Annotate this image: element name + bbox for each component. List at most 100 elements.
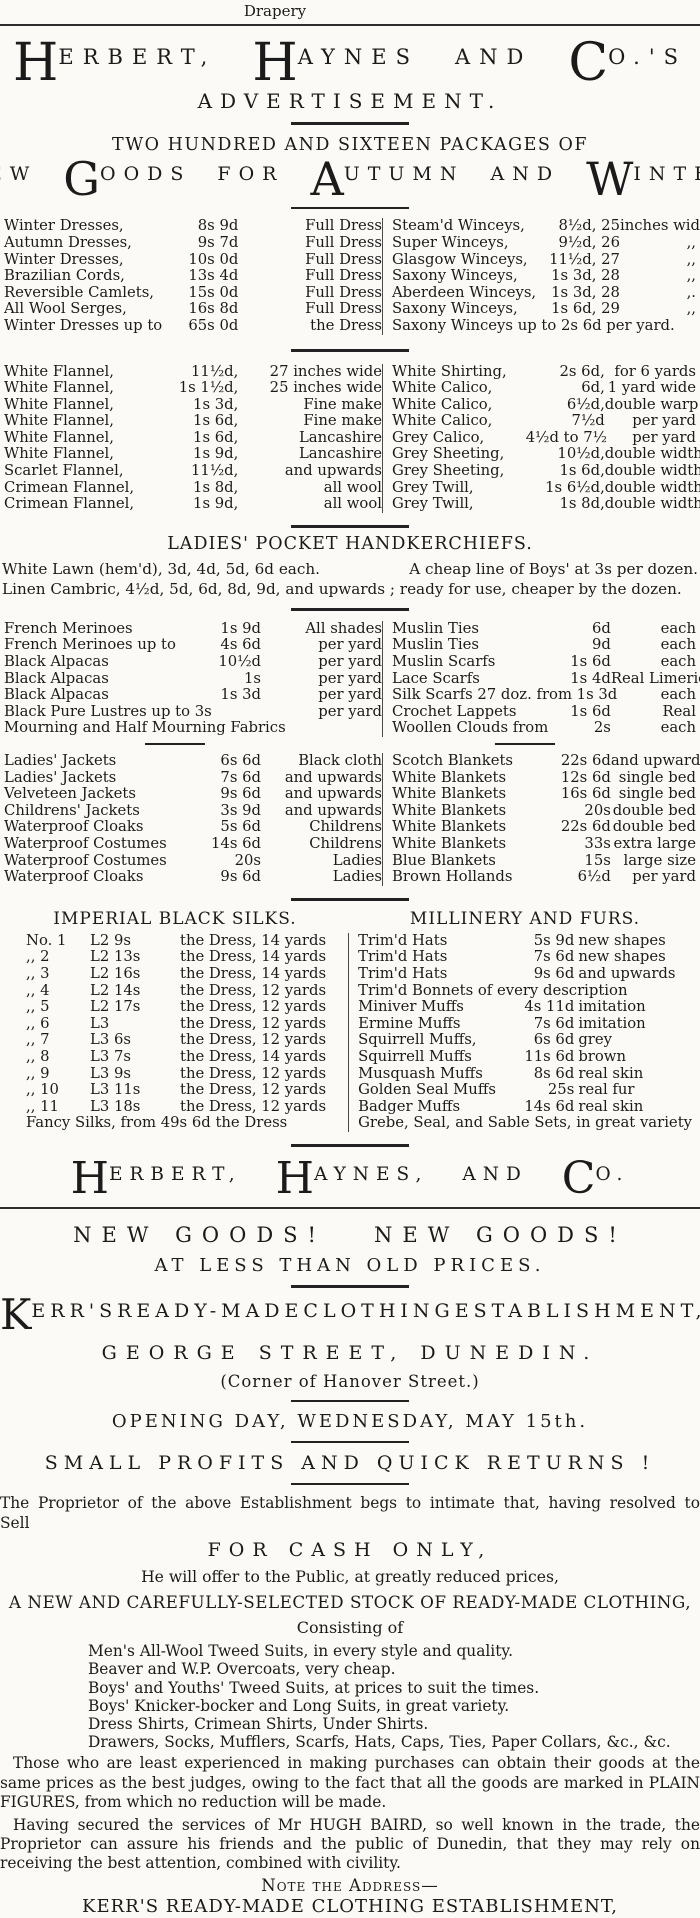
item-name: Grey Twill, bbox=[392, 495, 474, 513]
item-price bbox=[201, 704, 261, 721]
price-row: All Wool Serges, 16s 8d Full Dress bbox=[4, 301, 382, 318]
price-row: Reversible Camlets, 15s 0d Full Dress bbox=[4, 284, 382, 302]
item-note: per yard bbox=[318, 669, 382, 687]
price-row: Grey Twill, 1s 8d, double width bbox=[392, 495, 700, 513]
list-item: Dress Shirts, Crimean Shirts, Under Shir… bbox=[88, 1715, 429, 1734]
item-price: 9s 6d bbox=[220, 868, 262, 886]
item-note bbox=[180, 1115, 348, 1132]
item-note: the Dress, 12 yards bbox=[180, 1081, 327, 1099]
item-note: each bbox=[660, 686, 696, 704]
item-note: and upwards bbox=[578, 964, 676, 982]
item-note: real skin bbox=[578, 1064, 644, 1082]
item-price: 11½d, bbox=[190, 362, 239, 380]
item-note: per yard bbox=[318, 636, 382, 654]
item-name: White Calico, bbox=[392, 379, 493, 397]
item-name: ,, 10 bbox=[26, 1081, 59, 1099]
price-row: White Blankets 33s extra large bbox=[392, 834, 696, 853]
item-price: 10½d bbox=[218, 653, 262, 671]
item-note: extra large bbox=[613, 834, 696, 852]
motto-line: SMALL PROFITS AND QUICK RETURNS ! bbox=[44, 1452, 656, 1475]
item-name: ,, 3 bbox=[26, 964, 50, 982]
clothing-items-list: Men's All-Wool Tweed Suits, in every sty… bbox=[88, 1642, 700, 1751]
price-row: Muslin Scarfs 1s 6d each bbox=[392, 653, 696, 671]
divider bbox=[291, 1400, 409, 1403]
item-name: Musquash Muffs bbox=[358, 1064, 483, 1082]
item-name: Trim'd Hats bbox=[358, 931, 448, 949]
item-name: Scotch Blankets bbox=[392, 752, 514, 769]
item-price: 13s 4d bbox=[188, 267, 239, 285]
title-word: ESTABLISHMENT, bbox=[455, 1298, 700, 1332]
item-note: and upwards bbox=[610, 752, 700, 769]
price-row: Waterproof Cloaks 5s 6d Childrens bbox=[4, 819, 382, 836]
item-name: Autumn Dresses, bbox=[4, 233, 132, 251]
price-row: White Calico, 6½d, double warp bbox=[392, 396, 698, 414]
item-note: double width bbox=[604, 462, 700, 480]
price-row: ,, 8 L3 7s the Dress, 14 yards bbox=[26, 1048, 348, 1066]
item-note: Childrens bbox=[309, 834, 382, 852]
word-rest: READY-MADE bbox=[117, 1299, 304, 1322]
item-note: Lancashire bbox=[298, 445, 382, 463]
item-name: Trim'd Bonnets of every description bbox=[358, 981, 628, 999]
item-price: 9s 6d bbox=[220, 785, 262, 803]
headline-word: AND bbox=[491, 161, 561, 185]
divider bbox=[0, 24, 700, 26]
old-prices-line: AT LESS THAN OLD PRICES. bbox=[154, 1254, 546, 1276]
price-row: Muslin Ties 9d each bbox=[392, 637, 696, 654]
divider bbox=[291, 1441, 409, 1444]
word-rest: FOR bbox=[217, 162, 285, 185]
item-note: imitation bbox=[578, 1014, 646, 1032]
drop-cap: G bbox=[63, 151, 100, 206]
headline-word: WINTER. bbox=[586, 156, 700, 202]
item-note: the Dress, 12 yards bbox=[180, 1014, 327, 1032]
item-name: Steam'd Winceys, bbox=[392, 217, 525, 235]
drop-cap: C bbox=[568, 33, 609, 93]
list-item: Boys' Knicker-bocker and Long Suits, in … bbox=[88, 1696, 510, 1715]
price-row: Musquash Muffs 8s 6d real skin bbox=[358, 1064, 696, 1083]
item-name: Muslin Ties bbox=[392, 619, 479, 637]
item-note: ,, bbox=[686, 250, 696, 268]
price-row: Muslin Ties 6d each bbox=[392, 619, 696, 638]
item-name: ,, 11 bbox=[26, 1097, 59, 1115]
item-note: imitation bbox=[578, 998, 646, 1016]
price-row: Grey Calico, 4½d to 7½ per yard bbox=[392, 428, 696, 447]
masthead-word: H AYNES bbox=[252, 37, 419, 89]
price-row: Trim'd Bonnets of every description bbox=[358, 981, 696, 1000]
item-note: the Dress bbox=[310, 316, 382, 334]
title-word: READY-MADE bbox=[117, 1298, 303, 1332]
item-note: large size bbox=[623, 851, 696, 869]
price-row: Aberdeen Winceys, 1s 3d, 28,. bbox=[392, 283, 696, 302]
item-price: 33s bbox=[584, 834, 611, 852]
price-row: White Flannel, 1s 6d, Lancashire bbox=[4, 429, 382, 447]
silks-heading: IMPERIAL BLACK SILKS. bbox=[53, 908, 297, 929]
item-name: Ermine Muffs bbox=[358, 1014, 461, 1032]
price-row: Brown Hollands 6½d per yard bbox=[392, 869, 696, 886]
price-column-winceys: Steam'd Winceys, 8½d, 25 inches wide Super… bbox=[383, 218, 700, 334]
price-row: ,, 11 L3 18s the Dress, 12 yards bbox=[26, 1097, 348, 1116]
item-price bbox=[538, 318, 620, 335]
item-note: each bbox=[660, 619, 696, 637]
drop-cap: H bbox=[13, 33, 59, 93]
item-note: the Dress, 14 yards bbox=[180, 931, 327, 949]
item-price: 6d, bbox=[581, 379, 605, 397]
word-rest: UTUMN bbox=[343, 162, 465, 185]
price-row: Grey Sheeting, 10½d, double width bbox=[392, 446, 700, 463]
item-name: Aberdeen Winceys, bbox=[392, 283, 537, 301]
address-line2: (Corner of Hanover Street.) bbox=[220, 1372, 480, 1392]
item-price: 25s bbox=[547, 1081, 575, 1099]
item-price: 6s 6d bbox=[220, 752, 262, 769]
item-name: Grey Calico, bbox=[392, 428, 485, 446]
item-name: White Blankets bbox=[392, 768, 507, 786]
item-name: Velveteen Jackets bbox=[4, 785, 136, 803]
column-divider bbox=[382, 620, 383, 737]
item-name: Black Alpacas bbox=[4, 653, 109, 671]
divider bbox=[0, 1206, 700, 1209]
list-item: Beaver and W.P. Overcoats, very cheap. bbox=[88, 1660, 396, 1679]
drop-cap: H bbox=[70, 1152, 109, 1204]
word-rest: AND bbox=[454, 45, 533, 69]
item-name: Winter Dresses up to bbox=[4, 316, 163, 334]
new-goods-line: NEW GOODS! NEW GOODS! bbox=[0, 1223, 700, 1247]
item-name: Muslin Ties bbox=[392, 636, 479, 654]
item-name: White Blankets bbox=[392, 818, 507, 836]
item-price: 10s 0d bbox=[188, 250, 239, 268]
price-column-flannels: White Flannel, 11½d, 27 inches wide White … bbox=[0, 362, 382, 513]
